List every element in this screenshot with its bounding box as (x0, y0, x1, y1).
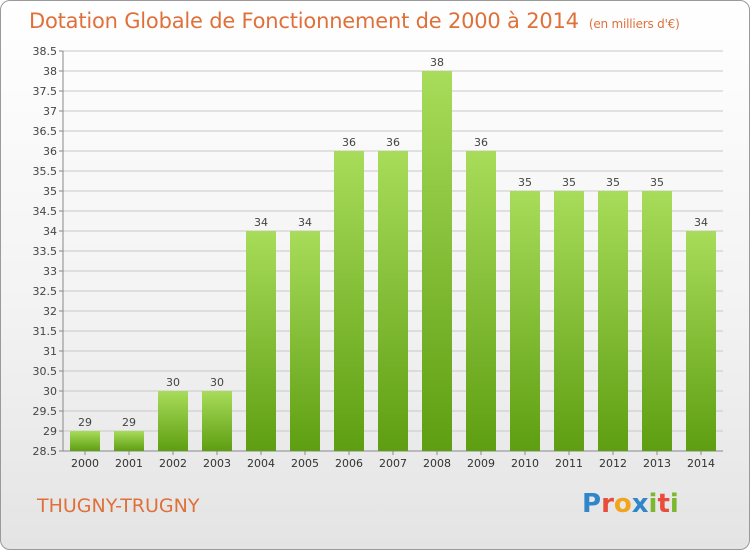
y-tick-label: 29 (43, 425, 57, 438)
bar-value-label: 35 (650, 176, 664, 189)
bar (422, 71, 452, 451)
x-tick-label: 2014 (687, 457, 715, 470)
bar (70, 431, 100, 451)
bar-value-label: 35 (562, 176, 576, 189)
bar-value-label: 35 (606, 176, 620, 189)
bar (158, 391, 188, 451)
y-tick-label: 38.5 (33, 45, 58, 58)
y-tick-label: 35.5 (33, 165, 58, 178)
x-tick-label: 2008 (423, 457, 451, 470)
bar-value-label: 36 (342, 136, 356, 149)
y-tick-label: 30 (43, 385, 57, 398)
x-tick-label: 2005 (291, 457, 319, 470)
bar (202, 391, 232, 451)
bar-value-label: 34 (298, 216, 312, 229)
y-tick-label: 29.5 (33, 405, 58, 418)
bar (598, 191, 628, 451)
y-tick-label: 33.5 (33, 245, 58, 258)
y-tick-label: 31 (43, 345, 57, 358)
bar-value-label: 38 (430, 56, 444, 69)
y-tick-label: 34 (43, 225, 57, 238)
x-tick-label: 2001 (115, 457, 143, 470)
bar (290, 231, 320, 451)
bar (642, 191, 672, 451)
bar (114, 431, 144, 451)
commune-name: THUGNY-TRUGNY (37, 495, 200, 517)
bar (334, 151, 364, 451)
chart-title: Dotation Globale de Fonctionnement de 20… (29, 9, 680, 33)
x-tick-label: 2003 (203, 457, 231, 470)
x-tick-label: 2012 (599, 457, 627, 470)
x-tick-label: 2011 (555, 457, 583, 470)
x-tick-label: 2002 (159, 457, 187, 470)
x-tick-label: 2004 (247, 457, 275, 470)
bar-value-label: 29 (78, 416, 92, 429)
bar (246, 231, 276, 451)
bar-value-label: 29 (122, 416, 136, 429)
proxiti-logo: Proxiti (582, 489, 679, 519)
bar (686, 231, 716, 451)
y-tick-label: 36.5 (33, 125, 58, 138)
x-tick-label: 2010 (511, 457, 539, 470)
y-tick-label: 32.5 (33, 285, 58, 298)
bar (378, 151, 408, 451)
x-tick-label: 2007 (379, 457, 407, 470)
y-tick-label: 36 (43, 145, 57, 158)
y-tick-label: 37.5 (33, 85, 58, 98)
y-tick-label: 37 (43, 105, 57, 118)
x-tick-label: 2000 (71, 457, 99, 470)
bar-value-label: 36 (386, 136, 400, 149)
y-tick-label: 38 (43, 65, 57, 78)
x-tick-label: 2013 (643, 457, 671, 470)
title-unit: (en milliers d'€) (588, 17, 680, 31)
bar (510, 191, 540, 451)
y-tick-label: 30.5 (33, 365, 58, 378)
y-tick-label: 35 (43, 185, 57, 198)
bar-value-label: 34 (254, 216, 268, 229)
bar (466, 151, 496, 451)
y-tick-label: 28.5 (33, 445, 58, 458)
bar (554, 191, 584, 451)
x-tick-label: 2009 (467, 457, 495, 470)
bar-value-label: 34 (694, 216, 708, 229)
bar-value-label: 30 (166, 376, 180, 389)
y-tick-label: 33 (43, 265, 57, 278)
y-tick-label: 34.5 (33, 205, 58, 218)
title-text: Dotation Globale de Fonctionnement de 20… (29, 9, 579, 33)
x-tick-label: 2006 (335, 457, 363, 470)
bar-value-label: 35 (518, 176, 532, 189)
y-tick-label: 31.5 (33, 325, 58, 338)
y-tick-label: 32 (43, 305, 57, 318)
bar-value-label: 36 (474, 136, 488, 149)
bar-value-label: 30 (210, 376, 224, 389)
